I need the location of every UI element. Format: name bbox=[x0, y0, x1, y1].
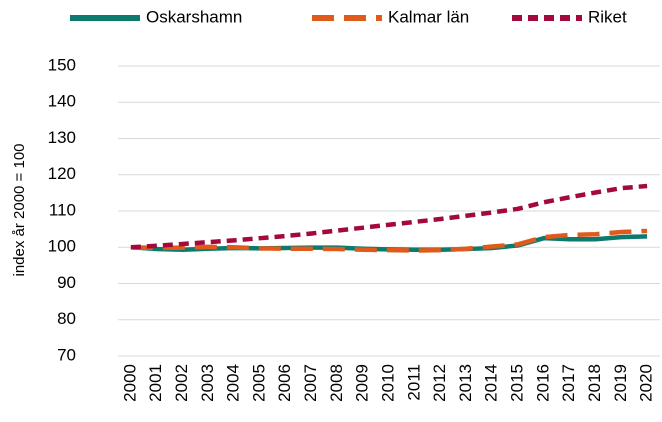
legend-label: Kalmar län bbox=[388, 7, 469, 26]
y-tick-label: 90 bbox=[57, 273, 76, 292]
x-tick-label: 2017 bbox=[559, 364, 578, 402]
x-tick-label: 2007 bbox=[301, 364, 320, 402]
x-tick-label: 2020 bbox=[637, 364, 656, 402]
x-tick-label: 2010 bbox=[378, 364, 397, 402]
y-tick-label: 110 bbox=[49, 200, 76, 219]
x-tick-label: 2004 bbox=[224, 364, 243, 402]
x-tick-label: 2006 bbox=[275, 364, 294, 402]
x-tick-label: 2016 bbox=[533, 364, 552, 402]
legend-label: Oskarshamn bbox=[146, 7, 242, 26]
x-tick-label: 2011 bbox=[404, 364, 423, 401]
x-tick-label: 2019 bbox=[611, 364, 630, 402]
x-tick-label: 2003 bbox=[198, 364, 217, 402]
x-tick-label: 2018 bbox=[585, 364, 604, 402]
y-tick-label: 80 bbox=[57, 309, 76, 328]
x-tick-label: 2008 bbox=[327, 364, 346, 402]
line-series bbox=[130, 183, 648, 250]
y-tick-label: 130 bbox=[48, 128, 76, 147]
x-tick-label: 2001 bbox=[146, 364, 165, 402]
line-series bbox=[130, 228, 648, 253]
x-tick-label: 2002 bbox=[172, 364, 191, 402]
y-tick-label: 100 bbox=[48, 237, 76, 256]
y-tick-label: 150 bbox=[48, 55, 76, 74]
x-tick-label: 2005 bbox=[249, 364, 268, 402]
x-tick-label: 2013 bbox=[456, 364, 475, 402]
x-tick-label: 2009 bbox=[353, 364, 372, 402]
x-tick-label: 2015 bbox=[508, 364, 527, 402]
x-tick-label: 2012 bbox=[430, 364, 449, 402]
y-tick-label: 120 bbox=[48, 164, 76, 183]
y-tick-label: 140 bbox=[48, 92, 76, 111]
x-tick-label: 2000 bbox=[120, 364, 139, 402]
legend-label: Riket bbox=[588, 7, 627, 26]
y-tick-label: 70 bbox=[57, 345, 76, 364]
x-tick-label: 2014 bbox=[482, 364, 501, 402]
y-axis-label: index år 2000 = 100 bbox=[11, 143, 28, 276]
